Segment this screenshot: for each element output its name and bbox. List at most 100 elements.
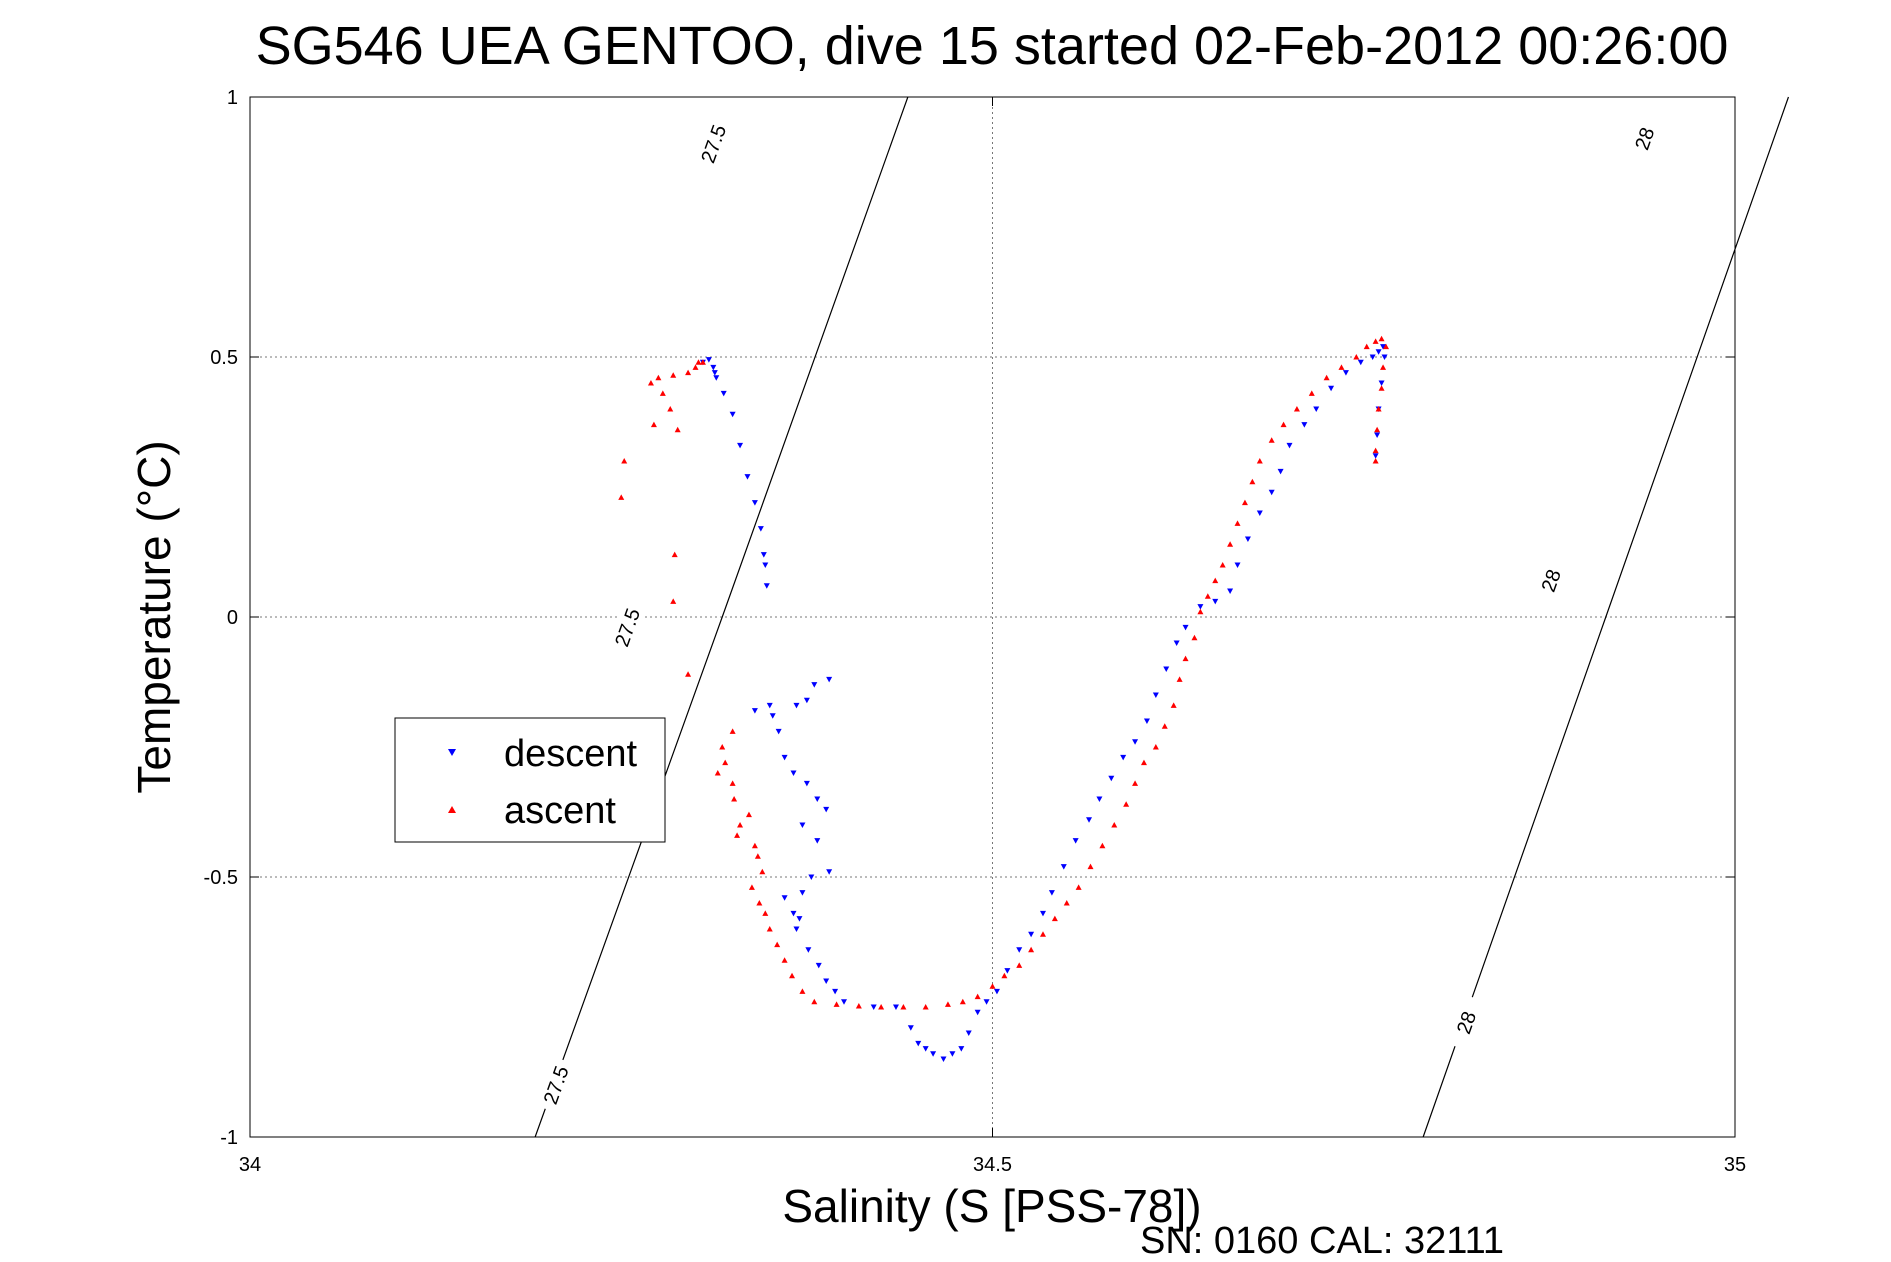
descent-point [958, 1046, 965, 1052]
descent-point [1369, 354, 1376, 360]
chart-title: SG546 UEA GENTOO, dive 15 started 02-Feb… [256, 16, 1729, 76]
contour-label-bg [607, 598, 648, 656]
descent-point [1313, 406, 1320, 412]
x-tick-label: 34 [239, 1154, 261, 1176]
ascent-point [685, 671, 692, 677]
ascent-point [1197, 608, 1204, 615]
descent-point [826, 676, 833, 683]
ascent-point [766, 926, 773, 932]
descent-point [760, 552, 767, 558]
y-tick-label: 0 [227, 607, 238, 629]
descent-point [1374, 432, 1381, 438]
ascent-point [900, 1004, 907, 1010]
descent-point [720, 390, 727, 397]
footer-serial: SN: 0160 CAL: 32111 [1140, 1220, 1504, 1262]
descent-point [965, 1030, 972, 1036]
ascent-point [1383, 343, 1390, 350]
ascent-point [1378, 385, 1385, 391]
legend-box [394, 717, 666, 843]
ascent-point [734, 832, 741, 838]
descent-point [832, 988, 839, 995]
ascent-point [748, 884, 755, 890]
data-series [618, 335, 1390, 1062]
descent-point [1004, 968, 1011, 974]
ascent-point [1338, 364, 1345, 370]
descent-point [751, 708, 758, 714]
density-contour-line [1422, 96, 1790, 1138]
descent-point [808, 874, 815, 880]
contour-label: 27.5 [540, 1063, 574, 1107]
ascent-point [799, 988, 806, 994]
descent-point [949, 1051, 956, 1057]
ascent-point [878, 1004, 885, 1010]
descent-point [993, 988, 1000, 995]
descent-point [1381, 354, 1388, 360]
contour-label-bg [535, 1056, 576, 1114]
ascent-point [670, 372, 677, 378]
descent-point [799, 822, 806, 828]
descent-point [710, 364, 717, 371]
ascent-point [1308, 390, 1315, 396]
ascent-point [722, 759, 729, 766]
ascent-point [1176, 676, 1183, 682]
ascent-point [751, 842, 758, 849]
descent-point [1380, 344, 1387, 350]
grid [250, 97, 1735, 1137]
descent-point [1212, 598, 1219, 605]
ascent-point [1372, 447, 1379, 454]
descent-point [781, 754, 788, 761]
descent-point [1357, 359, 1364, 366]
x-axis-label: Salinity (S [PSS-78]) [782, 1180, 1201, 1232]
descent-point [793, 926, 800, 932]
descent-point [1328, 385, 1335, 392]
ascent-point [1293, 406, 1300, 412]
descent-point [1072, 838, 1079, 844]
descent-point [870, 1004, 877, 1010]
ascent-point [1378, 335, 1385, 342]
descent-point [793, 702, 800, 709]
ascent-point [959, 998, 966, 1005]
ascent-point [1249, 478, 1256, 485]
descent-point [974, 1009, 981, 1016]
ascent-point [855, 1002, 862, 1009]
y-tick-label: 0.5 [210, 347, 238, 369]
ascent-point [719, 744, 726, 750]
descent-point [1060, 864, 1067, 870]
descent-point [729, 411, 736, 418]
ascent-point [762, 910, 769, 916]
ascent-point [759, 868, 766, 875]
descent-point [814, 838, 821, 844]
descent-point [983, 999, 990, 1005]
ascent-point [1123, 801, 1130, 807]
ascent-point [974, 993, 981, 1000]
descent-point [762, 562, 769, 568]
axis-ticks: 34 34.5 35 -1 -0.5 0 0.5 1 [204, 87, 1747, 1176]
descent-point [796, 916, 803, 922]
descent-point [1286, 442, 1293, 449]
descent-point [705, 357, 712, 363]
ascent-point [618, 494, 625, 500]
ascent-point [655, 374, 662, 381]
ascent-point [1268, 437, 1275, 443]
ascent-point [1363, 343, 1370, 350]
descent-point [803, 780, 810, 787]
ascent-point [671, 551, 678, 558]
descent-point [1096, 796, 1103, 802]
ascent-point [944, 1001, 951, 1007]
descent-point [737, 442, 744, 449]
ascent-point [745, 811, 752, 818]
ascent-point [1051, 915, 1058, 922]
contour-label-bg [1530, 552, 1571, 610]
descent-point [805, 947, 812, 953]
ascent-point [1227, 541, 1234, 547]
descent-point [1277, 468, 1284, 475]
ascent-point [1063, 900, 1070, 906]
legend-ascent-marker [448, 806, 456, 813]
descent-point [799, 890, 806, 896]
ascent-point [1182, 655, 1189, 662]
descent-point [781, 895, 788, 901]
descent-point [907, 1025, 914, 1031]
descent-point [1173, 640, 1180, 646]
ascent-point [1111, 822, 1118, 828]
